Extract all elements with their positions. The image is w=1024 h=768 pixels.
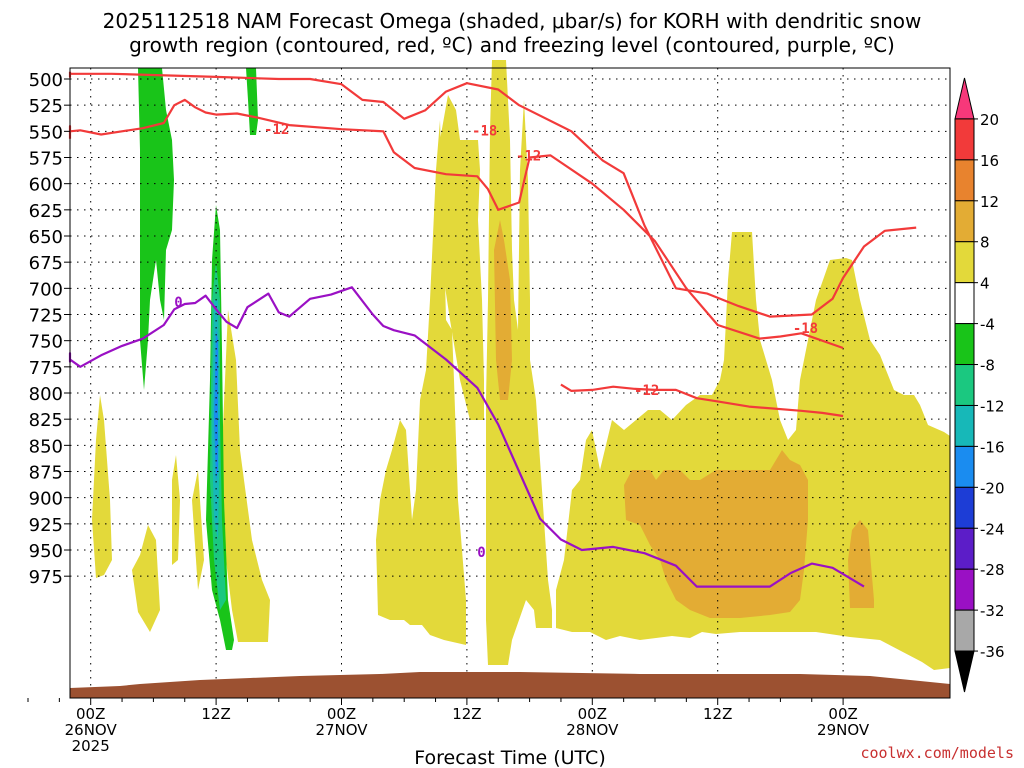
- colorbar-label: -20: [980, 479, 1005, 497]
- y-tick-label: 600: [29, 175, 63, 196]
- omega-shading: [92, 60, 950, 670]
- omega-region-4-8: [92, 395, 112, 578]
- x-tick-date-label: 28NOV: [566, 721, 619, 739]
- colorbar-label: -12: [980, 397, 1005, 415]
- ground-surface: [70, 672, 950, 698]
- y-axis: 500 525 550 575 600 625 650 675 700 725 750 775 800 8…: [29, 70, 70, 588]
- x-tick-label: 00Z: [327, 705, 356, 723]
- y-tick-label: 900: [29, 489, 63, 510]
- plot-area: -12 -12 -12 -18 -18 0 0: [68, 60, 951, 699]
- contour-label: -12: [516, 148, 541, 164]
- y-tick-label: 725: [29, 306, 63, 327]
- omega-region-8-12: [848, 520, 874, 608]
- contour-label: -18: [472, 123, 497, 139]
- x-tick-label: 12Z: [703, 705, 732, 723]
- omega-region-4-8: [172, 455, 180, 565]
- x-tick-year-label: 2025: [72, 737, 110, 755]
- omega-region-4-8: [132, 525, 160, 632]
- x-tick-label: 00Z: [828, 705, 857, 723]
- colorbar-segment: [954, 404, 975, 447]
- y-tick-label: 525: [29, 96, 63, 117]
- colorbar-segment: [954, 118, 975, 161]
- y-tick-label: 775: [29, 358, 63, 379]
- y-tick-label: 675: [29, 253, 63, 274]
- y-tick-label: 950: [29, 541, 63, 562]
- y-tick-label: 925: [29, 515, 63, 536]
- y-tick-label: 825: [29, 410, 63, 431]
- chart-title-line-1: 2025112518 NAM Forecast Omega (shaded, μ…: [103, 9, 922, 33]
- colorbar-segment: [954, 486, 975, 529]
- omega-region-m4-m8: [246, 68, 258, 135]
- colorbar-segment: [954, 159, 975, 202]
- credit-text: coolwx.com/models: [860, 744, 1014, 762]
- omega-colorbar: 20 16 12 8 4 -4 -8 -12 -16 -20 -24 -28 -32 -36: [954, 77, 1005, 693]
- contour-label: -12: [264, 122, 289, 138]
- omega-region-8-12: [494, 220, 512, 400]
- contour-label: -18: [793, 321, 818, 337]
- gridlines: [70, 68, 950, 698]
- omega-region-m4-m8: [138, 68, 174, 390]
- contour-line: [68, 98, 844, 350]
- colorbar-label: 4: [980, 275, 990, 293]
- colorbar-label: -24: [980, 520, 1005, 538]
- chart-title-line-2: growth region (contoured, red, ºC) and f…: [129, 33, 895, 57]
- y-tick-label: 875: [29, 463, 63, 484]
- x-tick-label: 00Z: [578, 705, 607, 723]
- colorbar-segment: [954, 200, 975, 243]
- contour-line: [68, 71, 917, 318]
- colorbar-label: -16: [980, 438, 1005, 456]
- omega-region-4-8: [222, 310, 270, 642]
- x-tick-label: 00Z: [76, 705, 105, 723]
- y-tick-label: 750: [29, 332, 63, 353]
- colorbar-segment: [954, 241, 975, 284]
- y-tick-label: 625: [29, 201, 63, 222]
- colorbar-min-triangle: [954, 650, 975, 693]
- colorbar-label: -28: [980, 561, 1005, 579]
- colorbar-label: 20: [980, 111, 999, 129]
- temperature-contours: -12 -12 -12 -18 -18 0 0: [68, 71, 917, 588]
- colorbar-segment: [954, 609, 975, 652]
- colorbar-segment: [954, 445, 975, 488]
- y-tick-label: 550: [29, 122, 63, 143]
- x-tick-date-label: 29NOV: [817, 721, 870, 739]
- colorbar-label: 16: [980, 152, 999, 170]
- y-tick-label: 500: [29, 70, 63, 91]
- colorbar-segment: [954, 282, 975, 325]
- y-tick-label: 800: [29, 384, 63, 405]
- contour-line: [560, 383, 844, 418]
- omega-region-4-8: [192, 470, 204, 590]
- y-tick-label: 975: [29, 567, 63, 588]
- contour-line: [68, 286, 865, 588]
- colorbar-segment: [954, 568, 975, 611]
- plot-frame: [69, 67, 951, 699]
- contour-label: -12: [634, 383, 659, 399]
- x-tick-label: 12Z: [201, 705, 230, 723]
- colorbar-label: -8: [980, 357, 995, 375]
- x-axis-title: Forecast Time (UTC): [414, 747, 605, 768]
- x-tick-date-label: 27NOV: [315, 721, 368, 739]
- colorbar-max-triangle: [954, 77, 975, 120]
- omega-region-4-8: [486, 60, 552, 665]
- contour-label: 0: [174, 295, 182, 311]
- colorbar-segment: [954, 323, 975, 366]
- x-tick-date-label: 26NOV: [65, 721, 118, 739]
- x-tick-label: 12Z: [452, 705, 481, 723]
- y-tick-label: 700: [29, 279, 63, 300]
- y-tick-label: 850: [29, 436, 63, 457]
- colorbar-label: -4: [980, 316, 995, 334]
- omega-region-8-12: [624, 450, 808, 618]
- colorbar-label: -32: [980, 602, 1005, 620]
- colorbar-label: 8: [980, 234, 990, 252]
- contour-label: 0: [477, 545, 485, 561]
- colorbar-segment: [954, 527, 975, 570]
- y-tick-label: 650: [29, 227, 63, 248]
- colorbar-label: -36: [980, 643, 1005, 661]
- colorbar-segment: [954, 364, 975, 406]
- colorbar-label: 12: [980, 193, 999, 211]
- y-tick-label: 575: [29, 149, 63, 170]
